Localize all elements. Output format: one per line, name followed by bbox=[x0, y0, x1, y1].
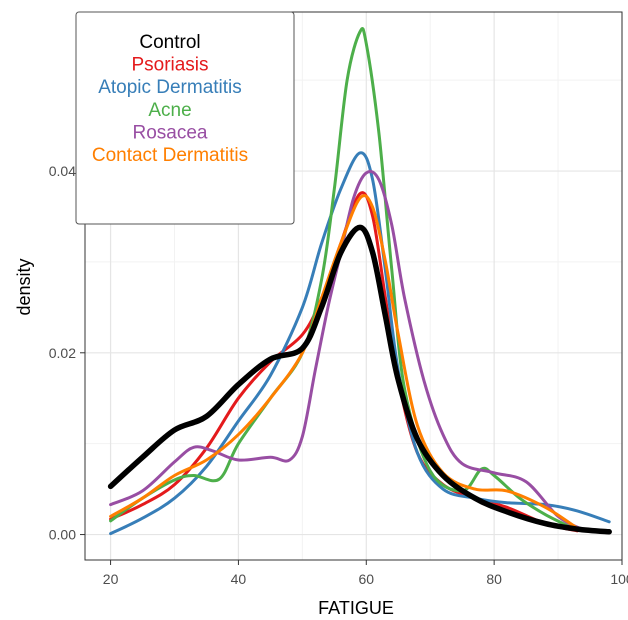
x-tick-label: 80 bbox=[486, 571, 502, 587]
legend-item-atopic-dermatitis: Atopic Dermatitis bbox=[98, 77, 242, 98]
series-line-contact-dermatitis bbox=[109, 194, 579, 530]
x-tick-label: 40 bbox=[231, 571, 247, 587]
legend-item-control: Control bbox=[139, 32, 200, 53]
legend-item-contact-dermatitis: Contact Dermatitis bbox=[92, 145, 248, 166]
series-layer bbox=[107, 27, 612, 536]
y-tick-label: 0.00 bbox=[49, 527, 76, 543]
x-tick-labels: 20 40 60 80 100 bbox=[103, 571, 628, 587]
series-line-control bbox=[107, 224, 612, 535]
series-line-rosacea bbox=[109, 169, 586, 532]
y-tick-label: 0.02 bbox=[49, 345, 76, 361]
y-axis-title: density bbox=[14, 258, 34, 315]
legend-item-psoriasis: Psoriasis bbox=[131, 55, 208, 76]
legend-item-acne: Acne bbox=[148, 100, 191, 121]
x-tick-label: 100 bbox=[610, 571, 628, 587]
x-tick-label: 60 bbox=[358, 571, 374, 587]
panel-border bbox=[84, 11, 623, 561]
y-tick-label: 0.04 bbox=[49, 163, 76, 179]
y-tick-labels: 0.00 0.02 0.04 bbox=[49, 163, 76, 543]
x-axis-title: FATIGUE bbox=[318, 598, 394, 618]
legend-box bbox=[75, 11, 295, 225]
x-tick-label: 20 bbox=[103, 571, 119, 587]
legend-item-rosacea: Rosacea bbox=[133, 122, 208, 143]
